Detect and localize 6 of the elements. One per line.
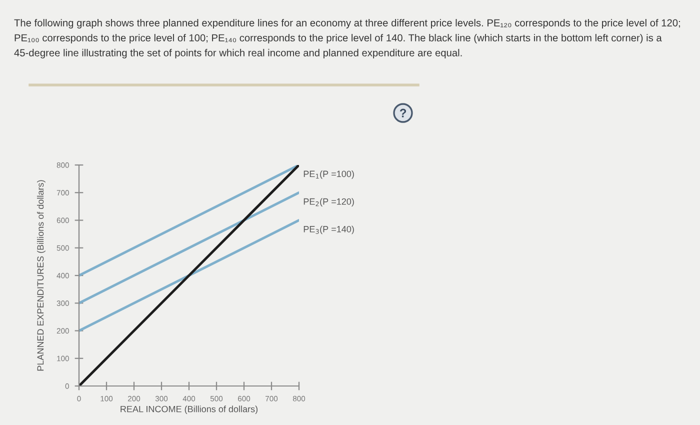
y-axis-title: PLANNED EXPENDITURES (Billions of dollars) [37, 180, 46, 371]
text: The following graph shows three planned expenditure lines for an economy at three different price levels. PE₁₂₀ corresponds to the price level of 120; PE₁₀₀ corresponds to the price level of 100; PE₁₄₀ corresponds to the price level of 140. The black line (which starts in the bottom left corner) is a 45-degree line illustrating the set of points for which real income and planned expenditure are equal. [14, 19, 680, 58]
series-label: PE$_{1}$(P =100) [304, 170, 354, 179]
series-label: PE$_{2}$(P =120) [304, 198, 354, 207]
series-label: PE$_{3}$(P =140) [304, 226, 354, 234]
x-axis-title: REAL INCOME (Billions of dollars) [120, 406, 258, 414]
